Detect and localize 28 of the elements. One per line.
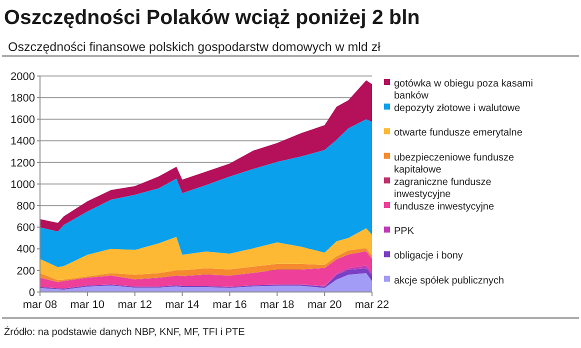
y-tick-label: 400 [16,244,35,256]
y-tick-label: 1000 [10,178,35,191]
y-tick-label: 600 [16,222,35,234]
y-tick-label: 1400 [10,136,35,148]
y-tick-label: 1800 [10,92,35,104]
x-tick-label: mar 14 [165,299,200,311]
y-tick-label: 2000 [10,70,35,83]
legend-label: obligacje i bony [394,250,463,262]
y-tick-label: 1200 [10,157,35,170]
legend-label: PPK [394,226,414,238]
legend-label: akcje spółek publicznych [394,275,504,286]
y-tick-label: 200 [16,265,35,278]
x-tick-label: mar 08 [22,299,58,311]
x-tick-label: mar 18 [260,299,294,311]
x-tick-label: mar 16 [212,299,247,311]
chart-title: Oszczędności Polaków wciąż poniżej 2 bln [4,6,420,29]
x-tick-label: mar 12 [118,299,152,311]
y-tick-label: 800 [16,200,35,212]
legend-label: otwarte fundusze emerytalne [394,128,523,139]
y-tick-label: 1600 [10,114,35,126]
x-tick-label: mar 20 [307,299,342,311]
text: Źródło: na podstawie danych NBP, KNF, MF, TFI i PTE [4,326,246,338]
x-tick-label: mar 22 [354,299,390,311]
legend-label: fundusze inwestycyjne [394,202,494,212]
y-tick-label: 0 [28,286,35,299]
x-tick-label: mar 10 [70,299,105,311]
chart-subtitle: Oszczędności finansowe polskich gospodarstw domowych w mld zł [8,40,381,54]
legend-label: depozyty złotowe i walutowe [394,103,521,114]
